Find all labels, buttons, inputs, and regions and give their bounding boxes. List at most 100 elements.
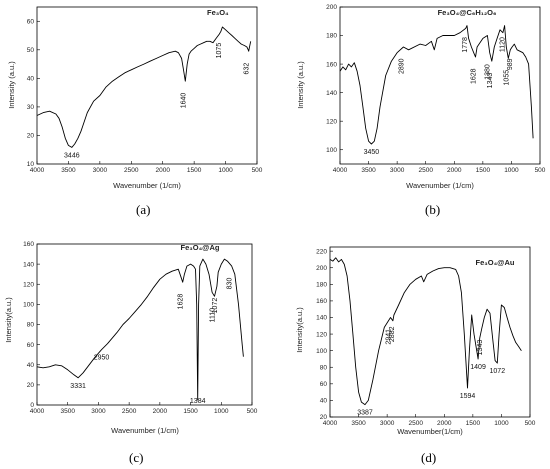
peak-label: 1409 xyxy=(470,364,486,371)
y-tick-label: 120 xyxy=(316,331,327,338)
spectrum-line xyxy=(36,258,244,401)
y-tick-label: 0 xyxy=(30,402,34,409)
y-tick-label: 120 xyxy=(23,281,34,288)
y-tick-label: 140 xyxy=(316,315,327,322)
spectrum-line xyxy=(36,26,252,148)
peak-label: 830 xyxy=(227,278,234,290)
chart-title: Fe₃O₄@Ag xyxy=(181,243,220,252)
y-tick-label: 20 xyxy=(320,414,328,421)
panel-caption: (d) xyxy=(421,450,436,465)
peak-label: 1343 xyxy=(487,73,494,89)
peak-label: 2950 xyxy=(94,355,110,362)
peak-label: 2941 xyxy=(386,329,393,345)
y-tick-label: 160 xyxy=(326,61,337,68)
x-tick-label: 2000 xyxy=(437,420,452,427)
peak-label: 3450 xyxy=(364,149,380,156)
panel-caption: (a) xyxy=(136,202,150,217)
y-tick-label: 60 xyxy=(27,18,35,25)
y-tick-label: 60 xyxy=(320,381,328,388)
y-tick-label: 40 xyxy=(320,398,328,405)
chart-title: Fe₃O₄ xyxy=(207,8,229,17)
panel-b: Fe₃O₄@C₆H₁₂O₆ Wavenumber (1/cm) Intensit… xyxy=(296,4,546,217)
plot-frame xyxy=(329,246,531,418)
y-tick-label: 200 xyxy=(326,4,337,11)
y-tick-label: 140 xyxy=(23,261,34,268)
x-tick-label: 1500 xyxy=(476,167,491,174)
peak-label: 1075 xyxy=(216,43,223,59)
peak-label: 1110 xyxy=(210,308,217,323)
peak-label: 1120 xyxy=(500,37,507,52)
x-tick-label: 3000 xyxy=(93,167,108,174)
panel-c: Fe₃O₄@Ag Wavenumber (1/cm) Intensity(a.u… xyxy=(4,241,258,465)
x-tick-label: 500 xyxy=(252,167,263,174)
peak-label: 1055 xyxy=(503,70,510,86)
x-tick-label: 4000 xyxy=(30,167,45,174)
x-tick-label: 2500 xyxy=(408,420,423,427)
x-tick-label: 1000 xyxy=(214,408,229,415)
panel-caption: (c) xyxy=(129,450,143,465)
panel-d: Fe₃O₄@Au Wavenumber(1/cm) Intensity(a.u.… xyxy=(295,246,536,465)
y-tick-label: 220 xyxy=(316,248,327,255)
peak-label: 1628 xyxy=(471,68,478,84)
x-tick-label: 2500 xyxy=(122,408,137,415)
y-tick-label: 120 xyxy=(326,118,337,125)
peak-label: 1343 xyxy=(477,340,484,356)
y-tick-label: 160 xyxy=(23,241,34,248)
x-tick-label: 2500 xyxy=(124,167,139,174)
y-axis-label: Intensity (a.u.) xyxy=(296,61,305,109)
peak-label: 1072 xyxy=(212,298,219,314)
x-tick-label: 2000 xyxy=(155,167,170,174)
x-axis-label: Wavenumber (1/cm) xyxy=(406,181,474,190)
y-tick-label: 50 xyxy=(27,47,35,54)
y-tick-label: 100 xyxy=(316,348,327,355)
y-tick-label: 180 xyxy=(326,33,337,40)
x-tick-label: 4000 xyxy=(323,420,338,427)
x-tick-label: 3500 xyxy=(60,408,75,415)
spectrum-line xyxy=(329,257,522,406)
x-tick-label: 4000 xyxy=(333,167,348,174)
peak-label: 3387 xyxy=(357,410,373,417)
peak-label: 2890 xyxy=(398,58,405,74)
x-tick-label: 1000 xyxy=(494,420,509,427)
y-tick-label: 40 xyxy=(27,362,35,369)
panel-a: Fe₃O₄ Wavenumber (1/cm) Intensity (a.u.)… xyxy=(7,6,263,217)
peak-label: 2882 xyxy=(389,326,396,342)
peak-label: 989 xyxy=(507,58,514,70)
y-axis-label: Intensity(a.u.) xyxy=(295,307,304,353)
peak-label: 1072 xyxy=(490,368,506,375)
y-tick-label: 40 xyxy=(27,76,35,83)
peak-label: 1628 xyxy=(178,294,185,310)
x-tick-label: 2000 xyxy=(153,408,168,415)
x-axis-label: Wavenumber(1/cm) xyxy=(397,427,463,436)
x-tick-label: 500 xyxy=(247,408,258,415)
plot-frame xyxy=(339,6,541,165)
y-tick-label: 80 xyxy=(27,322,35,329)
y-tick-label: 180 xyxy=(316,282,327,289)
x-tick-label: 2000 xyxy=(447,167,462,174)
y-axis-label: Intensity (a.u.) xyxy=(7,61,16,109)
peak-label: 3446 xyxy=(64,152,80,159)
x-tick-label: 3500 xyxy=(361,167,376,174)
y-tick-label: 20 xyxy=(27,133,35,140)
peak-label: 632 xyxy=(244,63,251,75)
x-tick-label: 3000 xyxy=(380,420,395,427)
y-tick-label: 20 xyxy=(27,382,35,389)
y-tick-label: 160 xyxy=(316,298,327,305)
x-tick-label: 1500 xyxy=(187,167,202,174)
x-tick-label: 3500 xyxy=(61,167,76,174)
x-tick-label: 3500 xyxy=(351,420,366,427)
x-axis-label: Wavenumber (1/cm) xyxy=(113,181,181,190)
spectrum-line xyxy=(339,25,534,145)
x-axis-label: Wavenumber (1/cm) xyxy=(111,426,179,435)
x-tick-label: 1500 xyxy=(183,408,198,415)
x-tick-label: 500 xyxy=(535,167,546,174)
y-tick-label: 60 xyxy=(27,342,35,349)
y-tick-label: 80 xyxy=(320,364,328,371)
y-tick-label: 200 xyxy=(316,265,327,272)
x-tick-label: 1000 xyxy=(218,167,233,174)
chart-title: Fe₃O₄@Au xyxy=(476,258,515,267)
peak-label: 3331 xyxy=(70,383,86,390)
y-axis-label: Intensity(a.u.) xyxy=(4,297,13,343)
x-tick-label: 2500 xyxy=(418,167,433,174)
